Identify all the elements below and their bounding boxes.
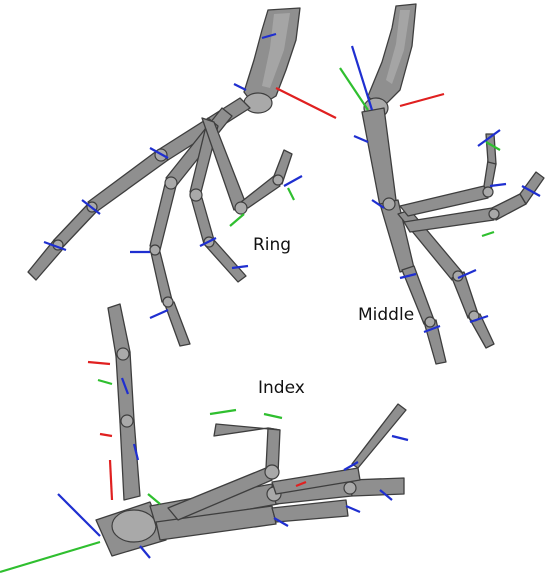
index-label: Index [258,378,305,398]
index-joint-axes [0,360,409,574]
ring-label: Ring [253,235,291,255]
middle-forearm-bones [363,3,417,119]
middle-label: Middle [358,305,414,325]
ring-digit-short [201,117,293,215]
middle-digit-upper-right [399,133,497,217]
middle-joint-axes [339,45,541,334]
index-vertical-digit [107,303,141,501]
index-finger-panel: Index [0,303,409,574]
index-palm-base [95,501,167,557]
index-upper-digit [167,403,407,521]
ring-forearm-bones [243,7,301,114]
ring-finger-panel: Ring [27,7,337,347]
middle-finger-panel: Middle [339,3,545,365]
middle-palm-column [361,107,415,273]
ring-joint-axes [43,32,337,320]
middle-digit-far-right [403,171,545,233]
